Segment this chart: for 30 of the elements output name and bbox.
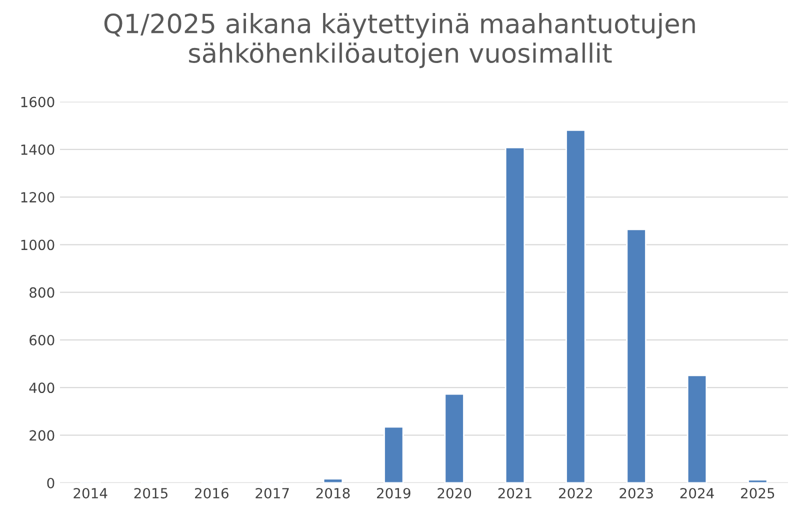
y-tick-label: 1600 <box>21 96 54 108</box>
bar <box>384 426 404 483</box>
x-tick-label: 2018 <box>316 488 350 498</box>
bar <box>444 393 464 483</box>
bar <box>748 479 768 483</box>
y-tick-label: 400 <box>29 382 54 394</box>
y-tick-label: 200 <box>30 430 54 441</box>
x-tick-label: 2025 <box>741 488 774 498</box>
x-tick-label: 2020 <box>438 488 472 498</box>
y-tick-label: 1000 <box>21 240 54 250</box>
x-tick-label: 2015 <box>134 488 168 498</box>
x-tick-label: 2014 <box>74 488 108 498</box>
y-tick-label: 600 <box>30 334 54 346</box>
x-tick-label: 2016 <box>195 488 228 498</box>
x-tick-label: 2022 <box>559 488 592 498</box>
chart-title: Q1/2025 aikana käytettyinä maahantuotujen sähköhenkilöautojen vuosimallit <box>104 13 695 68</box>
x-tick-label: 2021 <box>498 488 532 498</box>
bar <box>626 228 646 483</box>
y-tick-label: 0 <box>47 478 54 488</box>
x-tick-label: 2024 <box>680 488 714 498</box>
y-tick-label: 1200 <box>21 192 54 203</box>
bar <box>686 374 708 483</box>
x-tick-label: 2017 <box>256 488 289 498</box>
bar <box>566 129 586 483</box>
y-tick-label: 1400 <box>21 144 54 155</box>
y-tick-label: 800 <box>30 287 54 298</box>
x-tick-label: 2023 <box>620 488 653 498</box>
bar <box>322 478 344 483</box>
bar <box>504 146 526 483</box>
x-tick-label: 2019 <box>377 488 410 498</box>
